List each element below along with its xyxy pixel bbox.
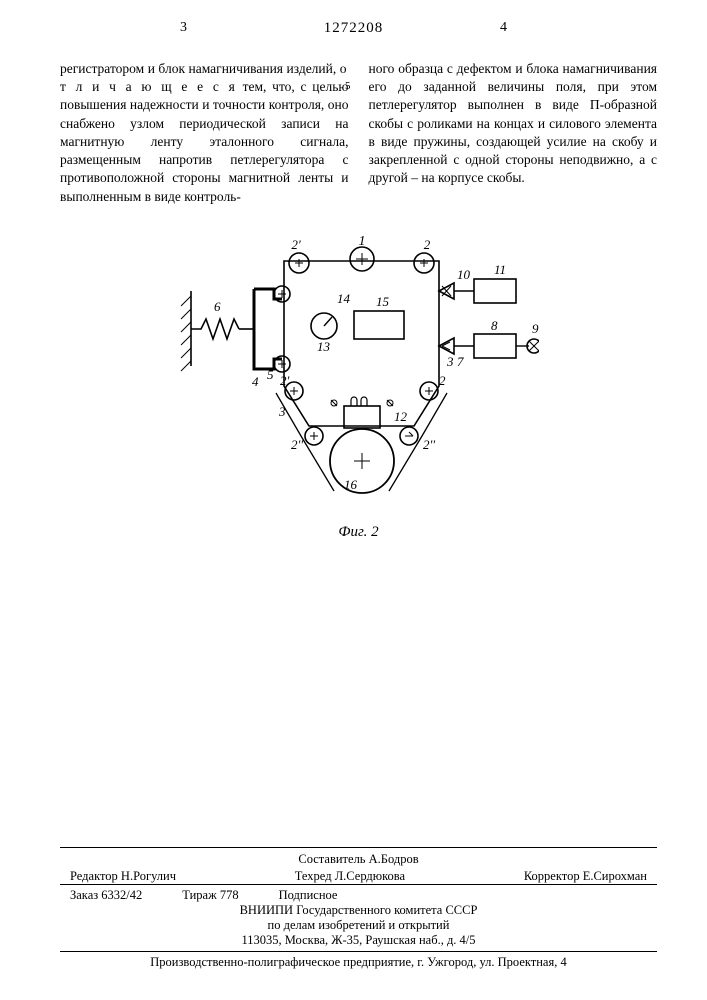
- right-text: ного образца с дефектом и блока намагнич…: [369, 61, 658, 185]
- printing-line: Производственно-полиграфическое предприя…: [60, 951, 657, 970]
- lbl-2f: 2'': [423, 437, 435, 452]
- lbl-3a: 3: [446, 354, 454, 369]
- lbl-11: 11: [494, 262, 506, 277]
- techred-name: Л.Сердюкова: [335, 869, 405, 883]
- lbl-15: 15: [376, 294, 390, 309]
- editor-label: Редактор: [70, 869, 118, 883]
- lbl-2b: 2: [423, 237, 430, 252]
- lbl-7: 7: [457, 354, 464, 369]
- lbl-2c: 2': [280, 373, 290, 388]
- lbl-13: 13: [317, 339, 331, 354]
- subscription: Подписное: [279, 888, 338, 903]
- lbl-2e: 2'': [291, 437, 303, 452]
- compiler-name: А.Бодров: [369, 852, 419, 866]
- address-line: 113035, Москва, Ж-35, Раушская наб., д. …: [60, 933, 657, 948]
- org-line-2: по делам изобретений и открытий: [60, 918, 657, 933]
- document-number: 1272208: [324, 20, 384, 37]
- order-number: Заказ 6332/42: [70, 888, 142, 903]
- lbl-16: 16: [344, 477, 358, 492]
- figure-2: 1 2' 2 2' 2 2'' 2'' 3 3 4 5 6 7 8 9 10 1…: [60, 231, 657, 541]
- figure-caption: Фиг. 2: [60, 524, 657, 541]
- corrector-name: Е.Сирохман: [583, 869, 647, 883]
- lbl-3b: 3: [278, 404, 286, 419]
- footer: Составитель А.Бодров Редактор Н.Рогулич …: [60, 847, 657, 970]
- editor-name: Н.Рогулич: [121, 869, 176, 883]
- lbl-4: 4: [252, 374, 259, 389]
- lbl-8: 8: [491, 318, 498, 333]
- tirazh: Тираж 778: [182, 888, 238, 903]
- lbl-6: 6: [214, 299, 221, 314]
- org-line-1: ВНИИПИ Государственного комитета СССР: [60, 903, 657, 918]
- lbl-10: 10: [457, 267, 471, 282]
- corrector-label: Корректор: [524, 869, 580, 883]
- lbl-14: 14: [337, 291, 351, 306]
- left-text-1: регистратором и блок намагничивания изде…: [60, 61, 340, 76]
- techred-label: Техред: [295, 869, 332, 883]
- lbl-1: 1: [358, 234, 365, 249]
- lbl-2d: 2: [439, 373, 446, 388]
- lbl-5: 5: [267, 367, 274, 382]
- lbl-9: 9: [532, 321, 539, 336]
- figure-svg: 1 2' 2 2' 2 2'' 2'' 3 3 4 5 6 7 8 9 10 1…: [179, 231, 539, 511]
- text-columns: регистратором и блок намагничивания изде…: [60, 60, 657, 206]
- page-number-left: 3: [180, 20, 187, 36]
- right-column: ного образца с дефектом и блока намагнич…: [369, 60, 658, 206]
- left-column: регистратором и блок намагничивания изде…: [60, 60, 349, 206]
- compiler-label: Составитель: [298, 852, 365, 866]
- lbl-2a: 2': [291, 237, 301, 252]
- margin-marker-5: 5: [345, 80, 351, 92]
- page-number-right: 4: [500, 20, 507, 36]
- left-text-2: тем, что, с целью повышения надежности и…: [60, 79, 349, 203]
- lbl-12: 12: [394, 409, 408, 424]
- page: 3 4 1272208 5 регистратором и блок намаг…: [0, 0, 707, 1000]
